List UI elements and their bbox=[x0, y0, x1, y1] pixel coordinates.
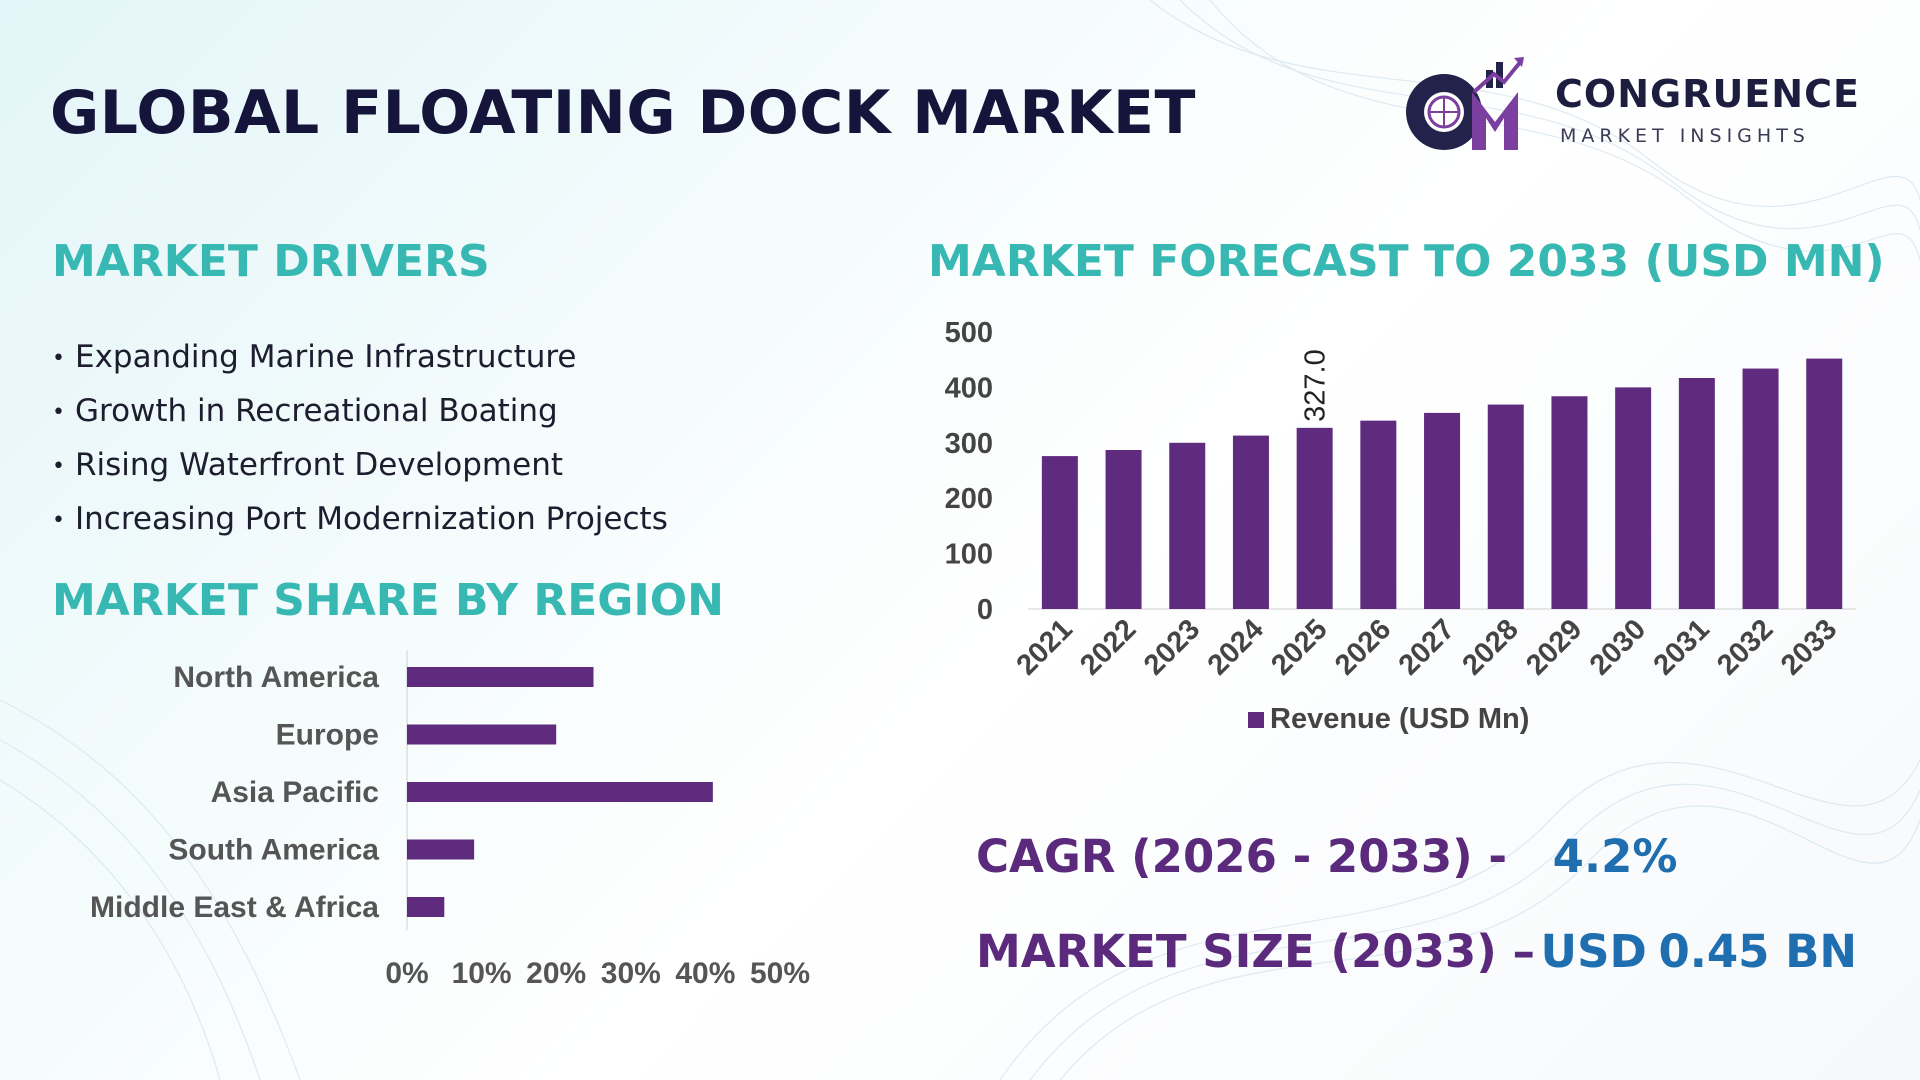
region-share-chart: North America Europe Asia Pacific South Ame… bbox=[90, 650, 810, 990]
forecast-x-tick: 2030 bbox=[1584, 613, 1652, 681]
legend-label: Revenue (USD Mn) bbox=[1270, 703, 1529, 735]
region-label: Europe bbox=[276, 719, 379, 752]
region-x-tick: 40% bbox=[675, 957, 735, 990]
region-bar bbox=[407, 782, 713, 802]
company-logo: CONGRUENCE MARKET INSIGHTS bbox=[1400, 52, 1870, 157]
forecast-heading: MARKET FORECAST TO 2033 (USD MN) bbox=[928, 236, 1885, 287]
legend-swatch bbox=[1248, 712, 1264, 728]
cagr-value: 4.2% bbox=[1552, 830, 1678, 883]
forecast-bar bbox=[1360, 420, 1397, 609]
forecast-x-tick: 2026 bbox=[1329, 613, 1397, 681]
forecast-x-tick: 2021 bbox=[1011, 613, 1079, 681]
forecast-x-tick: 2024 bbox=[1202, 613, 1270, 681]
forecast-bar bbox=[1487, 404, 1524, 609]
cm-globe-chart-icon bbox=[1406, 57, 1524, 150]
forecast-y-tick: 0 bbox=[977, 594, 993, 626]
region-x-tick: 10% bbox=[452, 957, 512, 990]
region-label: Middle East & Africa bbox=[90, 891, 379, 924]
region-x-tick: 20% bbox=[526, 957, 586, 990]
cagr-stat: CAGR (2026 - 2033) - 4.2% bbox=[976, 830, 1677, 883]
forecast-x-tick: 2023 bbox=[1138, 613, 1206, 681]
forecast-x-tick: 2025 bbox=[1265, 613, 1333, 681]
logo-name: CONGRUENCE bbox=[1555, 72, 1860, 116]
drivers-list: Expanding Marine Infrastructure Growth i… bbox=[52, 330, 668, 546]
driver-item: Growth in Recreational Boating bbox=[52, 384, 668, 438]
forecast-bar bbox=[1169, 442, 1206, 609]
forecast-chart: 0 100 200 300 400 500 202120222023202420252026… bbox=[945, 317, 1857, 735]
forecast-y-tick: 100 bbox=[945, 539, 993, 571]
driver-item: Rising Waterfront Development bbox=[52, 438, 668, 492]
forecast-y-tick: 400 bbox=[945, 372, 993, 404]
forecast-x-tick: 2029 bbox=[1520, 613, 1588, 681]
forecast-bar bbox=[1551, 396, 1588, 609]
region-x-tick: 0% bbox=[385, 957, 428, 990]
logo-tagline: MARKET INSIGHTS bbox=[1560, 125, 1810, 147]
forecast-y-tick: 500 bbox=[945, 317, 993, 349]
forecast-bar bbox=[1424, 412, 1461, 609]
driver-item: Expanding Marine Infrastructure bbox=[52, 330, 668, 384]
page-title: GLOBAL FLOATING DOCK MARKET bbox=[50, 78, 1196, 148]
market-size-prefix: USD bbox=[1540, 925, 1647, 978]
driver-item: Increasing Port Modernization Projects bbox=[52, 492, 668, 546]
forecast-x-tick: 2028 bbox=[1456, 613, 1524, 681]
region-label: South America bbox=[168, 834, 379, 867]
region-bar bbox=[407, 897, 445, 917]
region-label: North America bbox=[173, 661, 379, 694]
forecast-bar bbox=[1296, 427, 1333, 609]
forecast-bar bbox=[1615, 387, 1652, 609]
forecast-x-tick: 2022 bbox=[1074, 613, 1142, 681]
forecast-bar bbox=[1806, 358, 1843, 609]
forecast-x-tick: 2027 bbox=[1393, 613, 1461, 681]
forecast-bar bbox=[1742, 368, 1779, 609]
region-bar bbox=[407, 839, 475, 860]
forecast-bar bbox=[1232, 435, 1269, 609]
market-size-stat: MARKET SIZE (2033) – USD 0.45 BN bbox=[976, 925, 1857, 978]
region-x-tick: 50% bbox=[750, 957, 810, 990]
region-label: Asia Pacific bbox=[211, 776, 379, 809]
region-x-tick: 30% bbox=[601, 957, 661, 990]
forecast-x-tick: 2031 bbox=[1648, 613, 1716, 681]
forecast-bar bbox=[1678, 377, 1715, 609]
forecast-x-tick: 2032 bbox=[1711, 613, 1779, 681]
market-size-label: MARKET SIZE (2033) – bbox=[976, 925, 1535, 978]
forecast-bar bbox=[1041, 456, 1078, 609]
region-bar bbox=[407, 724, 557, 745]
forecast-data-label: 327.0 bbox=[1300, 349, 1332, 422]
forecast-bar bbox=[1105, 450, 1142, 609]
forecast-y-tick: 200 bbox=[945, 483, 993, 515]
forecast-x-tick: 2033 bbox=[1775, 613, 1843, 681]
forecast-y-tick: 300 bbox=[945, 428, 993, 460]
region-bar bbox=[407, 667, 594, 687]
region-share-heading: MARKET SHARE BY REGION bbox=[52, 575, 724, 626]
cagr-label: CAGR (2026 - 2033) - bbox=[976, 830, 1508, 883]
market-size-value: 0.45 BN bbox=[1658, 925, 1858, 978]
drivers-heading: MARKET DRIVERS bbox=[52, 236, 490, 287]
